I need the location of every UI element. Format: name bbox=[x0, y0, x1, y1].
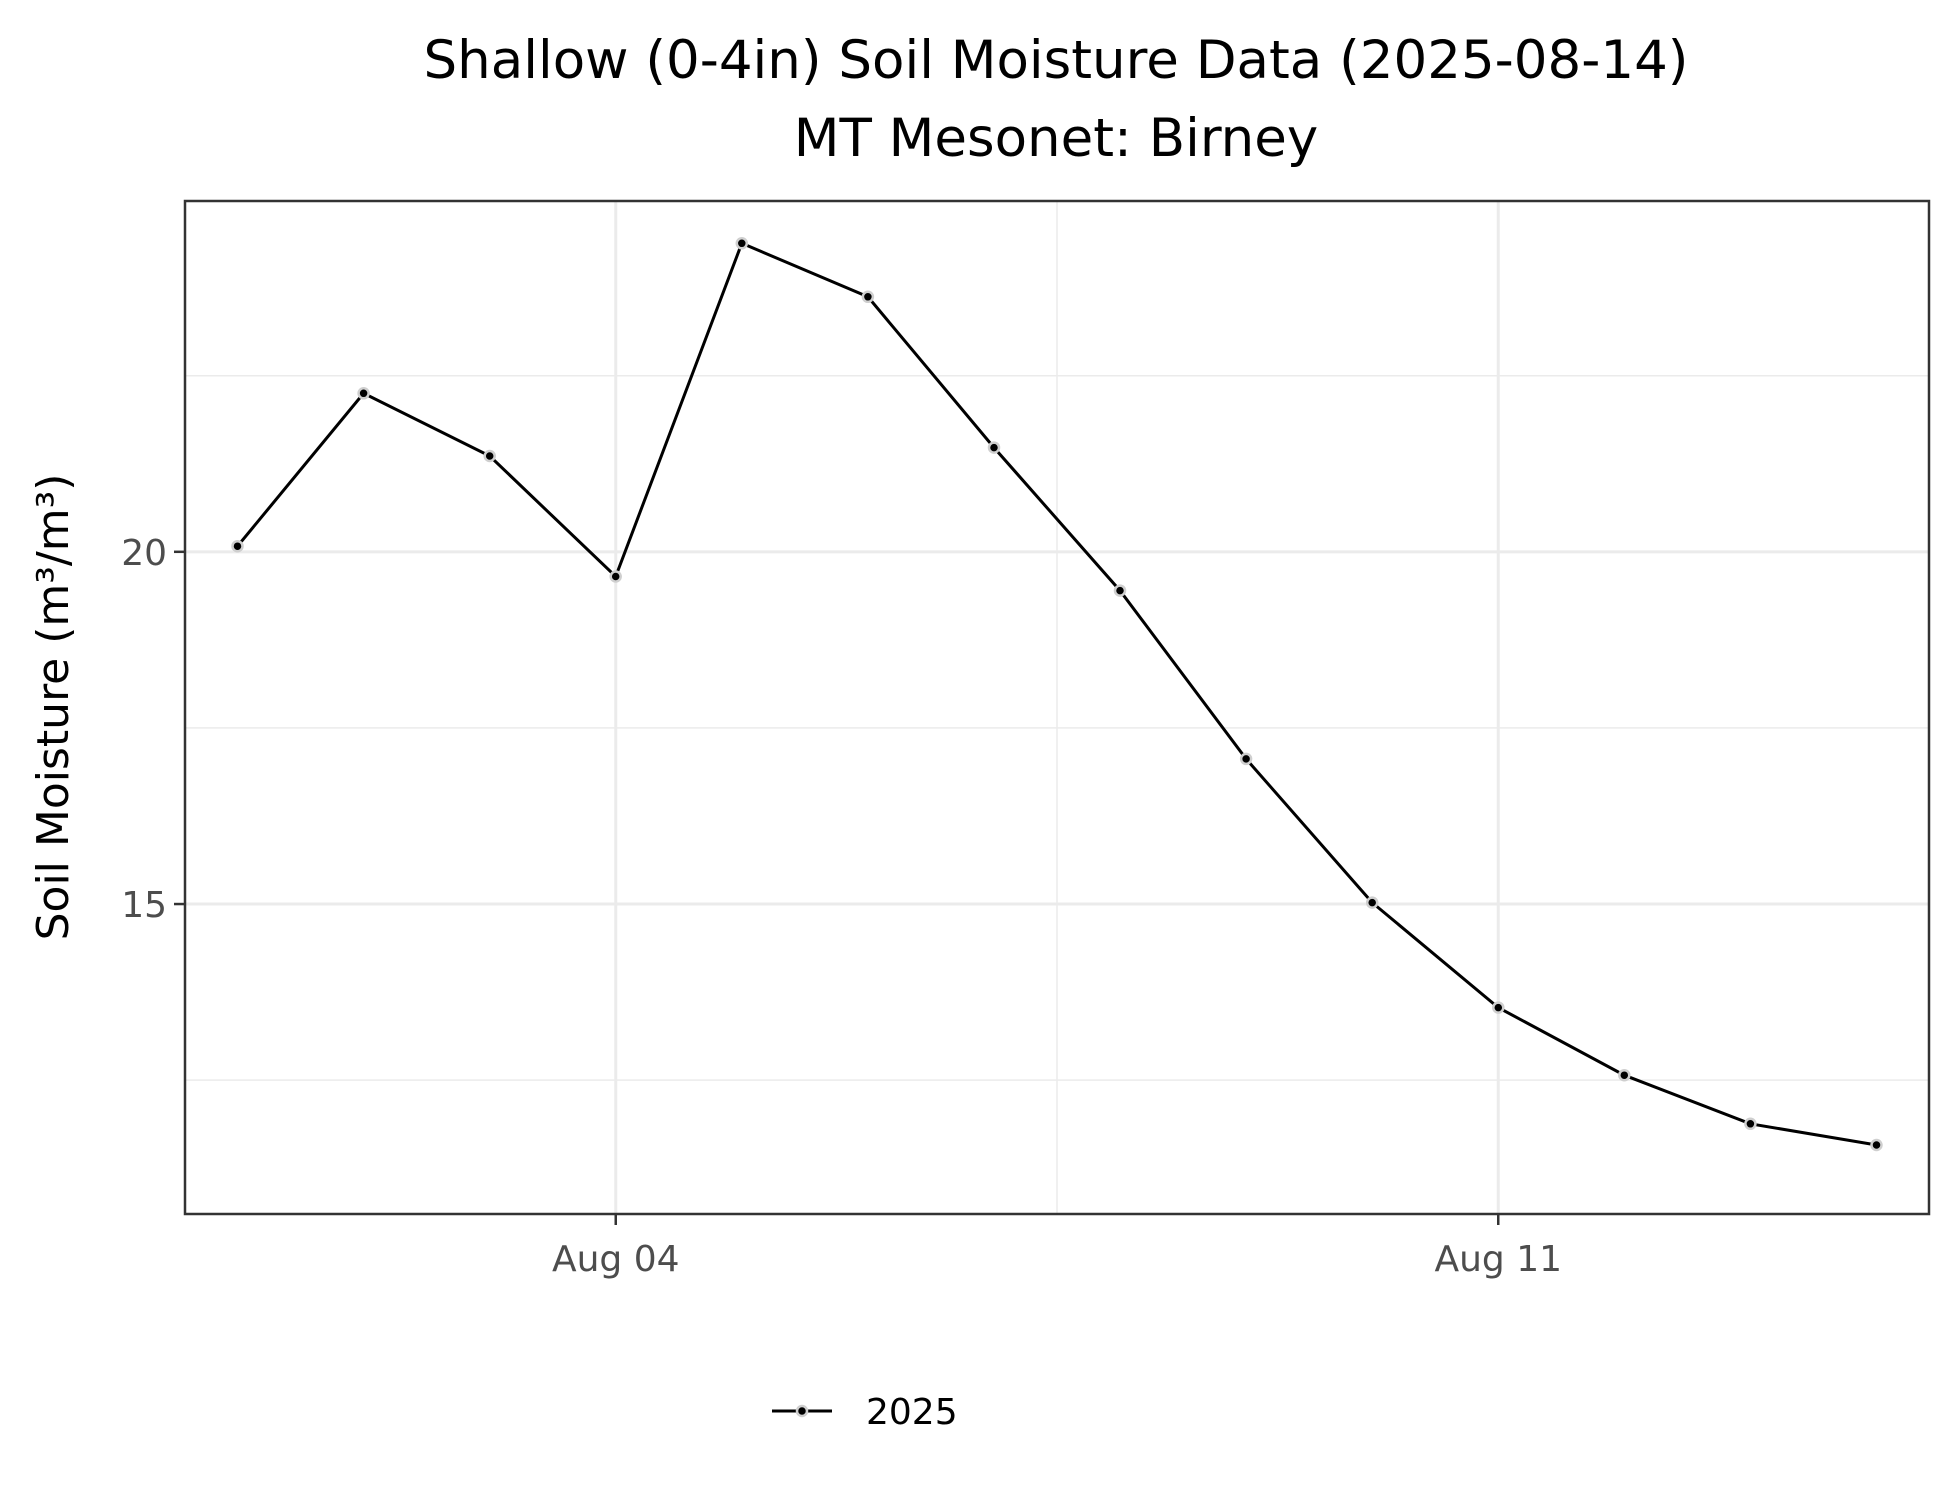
data-point bbox=[1618, 1068, 1631, 1082]
series-group bbox=[231, 237, 1883, 1152]
data-point bbox=[357, 387, 370, 400]
legend-key-point bbox=[795, 1404, 809, 1418]
panel-border bbox=[183, 199, 1931, 1216]
data-point bbox=[735, 237, 749, 250]
data-point bbox=[1365, 896, 1379, 909]
data-point bbox=[987, 441, 1001, 454]
data-point bbox=[231, 539, 244, 553]
chart-subtitle: MT Mesonet: Birney bbox=[794, 108, 1319, 169]
y-axis-title: Soil Moisture (m³/m³) bbox=[28, 474, 79, 941]
data-point bbox=[1492, 1001, 1505, 1014]
y-tick-label: 15 bbox=[121, 885, 167, 926]
data-point bbox=[1870, 1138, 1883, 1152]
chart-title: Shallow (0-4in) Soil Moisture Data (2025… bbox=[424, 30, 1689, 91]
x-tick-label: Aug 04 bbox=[552, 1239, 680, 1280]
legend: 2025 bbox=[772, 1392, 958, 1433]
data-point bbox=[1113, 584, 1127, 597]
legend-label-2025: 2025 bbox=[866, 1392, 958, 1433]
x-axis: Aug 04 Aug 11 bbox=[552, 1214, 1562, 1280]
x-tick-label: Aug 11 bbox=[1434, 1239, 1562, 1280]
data-point bbox=[609, 570, 622, 583]
major-gridlines bbox=[185, 201, 1929, 1214]
data-point bbox=[1239, 752, 1253, 766]
data-point bbox=[483, 449, 496, 463]
plot-panel bbox=[183, 199, 1931, 1216]
data-point bbox=[1744, 1117, 1757, 1131]
y-tick-label: 20 bbox=[121, 533, 167, 574]
data-point bbox=[861, 290, 875, 304]
series-line-2025 bbox=[236, 241, 1877, 1147]
